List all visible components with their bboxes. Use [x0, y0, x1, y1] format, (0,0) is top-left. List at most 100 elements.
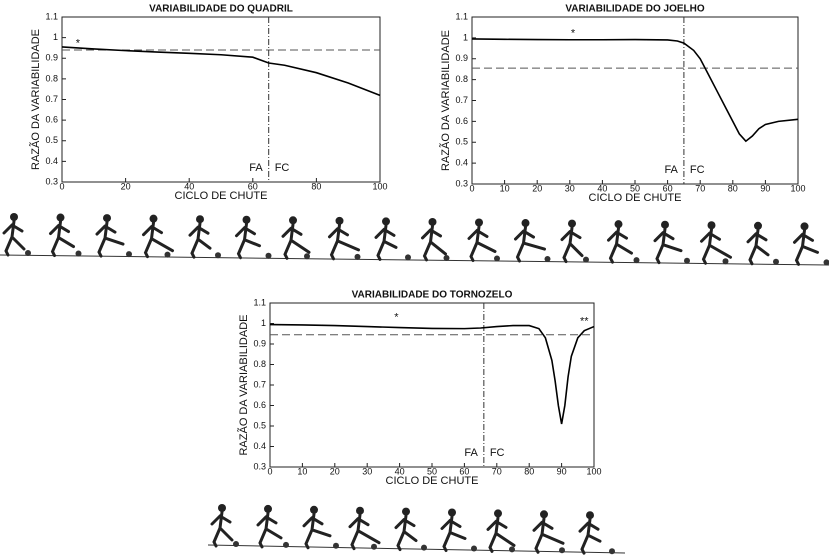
x-tick-label: 40: [395, 466, 405, 476]
figure-head: [310, 505, 318, 514]
figure-ball: [559, 547, 565, 554]
y-tick-label: 0.6: [253, 400, 266, 410]
y-axis-label: RAZÃO DA VARIABILIDADE: [237, 314, 250, 455]
kicker-figure: [328, 216, 361, 261]
figure-body: [394, 514, 418, 552]
figure-head: [149, 214, 158, 223]
figure-body: [653, 227, 683, 265]
figure-body: [281, 222, 311, 260]
y-tick-label: 0.5: [455, 137, 468, 147]
kicker-figure: [281, 216, 311, 260]
x-tick-label: 50: [427, 466, 437, 476]
figure-ball: [371, 543, 377, 550]
kicker-figure: [532, 510, 565, 554]
x-axis-label: CICLO DE CHUTE: [386, 475, 479, 487]
figure-body: [210, 510, 234, 548]
kicker-figure: [486, 509, 516, 553]
figure-head: [586, 511, 594, 520]
x-tick-label: 40: [184, 181, 194, 191]
kicker-figure: [235, 215, 272, 260]
kicker-figure: [348, 506, 381, 551]
figure-body: [188, 221, 212, 259]
figure-head: [614, 220, 623, 229]
x-tick-label: 60: [663, 183, 673, 193]
kicker-figure: [607, 220, 640, 264]
figure-body: [532, 516, 565, 554]
figure-body: [578, 517, 602, 555]
x-tick-label: 20: [532, 183, 542, 193]
x-tick-label: 80: [728, 183, 738, 193]
figure-head: [289, 216, 297, 225]
figure-body: [302, 512, 332, 550]
ground-line: [207, 544, 626, 554]
event-label: FC: [690, 164, 705, 176]
figure-ball: [233, 541, 239, 547]
figure-body: [374, 223, 398, 261]
figure-ball: [405, 254, 411, 261]
x-tick-label: 0: [469, 183, 474, 193]
x-tick-label: 20: [330, 466, 340, 476]
chart: VARIABILIDADE DO TORNOZELO CICLO DE CHUTE…: [237, 290, 602, 487]
figure-head: [754, 221, 762, 230]
kicker-figure: [514, 219, 551, 263]
x-tick-label: 0: [59, 181, 64, 191]
y-tick-label: 1.1: [455, 11, 468, 21]
x-tick-label: 90: [760, 183, 770, 193]
kicker-figure: [578, 511, 615, 555]
figure-ball: [75, 250, 82, 257]
figure-body: [700, 227, 732, 265]
chart-title: VARIABILIDADE DO TORNOZELO: [352, 290, 513, 301]
y-tick-label: 0.5: [253, 420, 266, 430]
kicker-figure: [700, 221, 732, 265]
kicker-figure: [2, 213, 31, 257]
y-tick-label: 0.8: [253, 359, 266, 369]
figure-body: [2, 219, 26, 257]
kicker-figure: [142, 214, 174, 259]
figure-head: [382, 217, 390, 226]
figure-body: [256, 511, 283, 549]
figure-head: [218, 504, 226, 512]
y-tick-label: 0.8: [455, 74, 468, 84]
x-tick-label: 60: [459, 466, 469, 476]
chart: VARIABILIDADE DO QUADRIL CICLO DE CHUTE RA…: [29, 4, 388, 202]
chart-title: VARIABILIDADE DO JOELHO: [565, 4, 704, 15]
y-tick-label: 0.9: [45, 53, 58, 63]
figure-body: [142, 221, 174, 259]
event-label: FA: [464, 447, 478, 459]
x-tick-label: 60: [248, 181, 258, 191]
figure-body: [348, 513, 381, 551]
x-tick-label: 70: [492, 466, 502, 476]
chart: VARIABILIDADE DO JOELHO CICLO DE CHUTE RAZ…: [439, 4, 806, 204]
annotation: *: [571, 28, 576, 40]
y-tick-label: 0.7: [45, 94, 58, 104]
figure-ball: [583, 256, 589, 263]
y-tick-label: 1.1: [45, 11, 58, 21]
figure-head: [402, 507, 410, 516]
figure-ball: [443, 254, 450, 261]
y-tick-label: 0.9: [253, 338, 266, 348]
figure-ball: [609, 548, 615, 555]
figure-body: [440, 515, 467, 552]
figure-head: [521, 219, 530, 228]
x-tick-label: 30: [565, 183, 575, 193]
y-axis-label: RAZÃO DA VARIABILIDADE: [29, 29, 42, 170]
figure-head: [242, 215, 251, 224]
figure-ball: [164, 251, 171, 258]
figure-head: [10, 213, 18, 221]
figure-ball: [215, 252, 221, 259]
figure-body: [793, 228, 819, 266]
ground-line: [0, 254, 829, 266]
x-tick-label: 10: [297, 466, 307, 476]
figure-head: [707, 221, 716, 230]
figure-body: [421, 224, 447, 262]
data-line: [61, 46, 381, 97]
annotation: **: [580, 315, 589, 327]
annotation: *: [394, 311, 399, 323]
y-tick-label: 0.3: [455, 178, 468, 188]
figure-ball: [509, 546, 515, 553]
y-tick-label: 1.1: [253, 297, 266, 307]
x-tick-label: 20: [121, 181, 131, 191]
figure-head: [661, 220, 669, 229]
x-tick-label: 90: [557, 466, 567, 476]
y-tick-label: 0.7: [455, 95, 468, 105]
